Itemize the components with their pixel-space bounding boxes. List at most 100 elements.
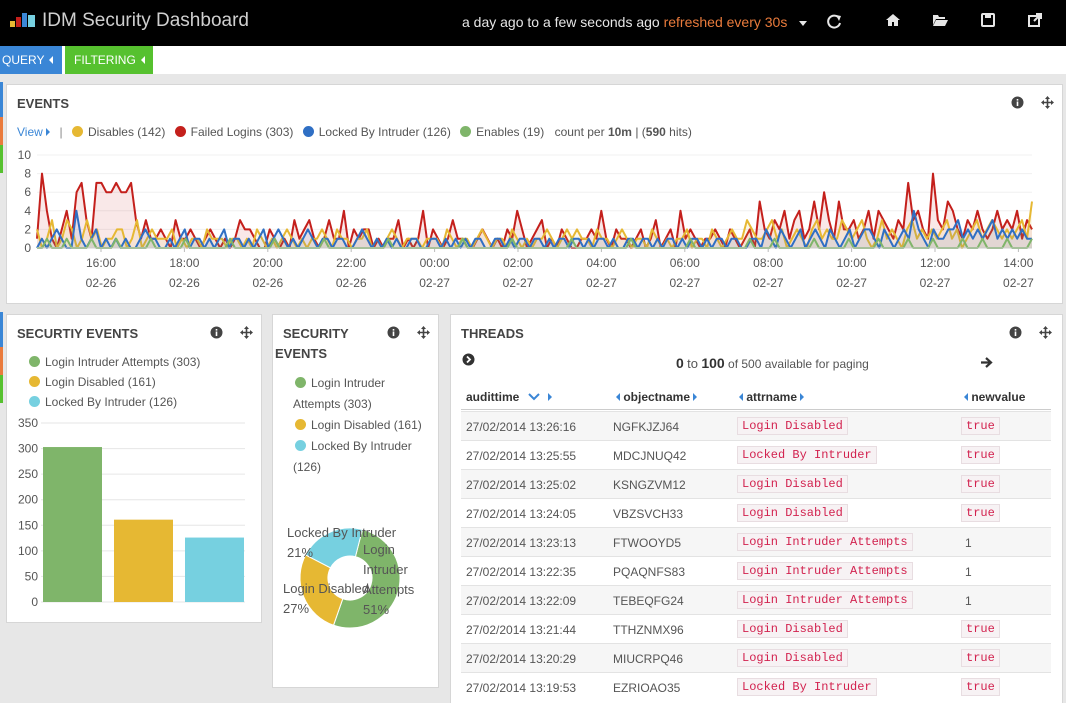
cell-newvalue[interactable]: true: [961, 504, 1000, 522]
caret-down-icon: [799, 20, 808, 26]
x-tick-date: 02-26: [169, 276, 200, 290]
home-icon[interactable]: [885, 12, 901, 28]
cell-attrname[interactable]: Login Intruder Attempts: [737, 591, 913, 609]
info-icon[interactable]: [210, 326, 223, 339]
table-row[interactable]: 27/02/2014 13:26:16 NGFKJZJ64 Login Disabl…: [461, 411, 1051, 440]
legend-item-locked[interactable]: Locked By Intruder: [295, 439, 412, 453]
donut-pct-intruder: 51%: [363, 602, 389, 617]
cell-audittime: 27/02/2014 13:21:44: [466, 623, 577, 637]
cell-attrname[interactable]: Login Disabled: [737, 620, 848, 638]
legend-item-failed-logins[interactable]: Failed Logins (303): [174, 125, 293, 139]
caret-right-icon[interactable]: [800, 393, 805, 401]
legend-item-disables[interactable]: Disables (142): [71, 125, 166, 139]
table-row[interactable]: 27/02/2014 13:22:35 PQAQNFS83 Login Intrud…: [461, 556, 1051, 585]
col-header-newvalue[interactable]: newvalue: [964, 390, 1025, 404]
share-icon[interactable]: [1027, 12, 1043, 28]
legend-item-locked[interactable]: Locked By Intruder (126): [302, 125, 451, 139]
legend-item-disabled[interactable]: Login Disabled (161): [29, 375, 156, 389]
table-row[interactable]: 27/02/2014 13:22:09 TEBEQFG24 Login Intrud…: [461, 585, 1051, 614]
cell-newvalue[interactable]: true: [961, 678, 1000, 696]
donut-label-disabled: Login Disabled: [283, 581, 369, 596]
interval-value: 10m: [607, 125, 632, 139]
col-header-objectname[interactable]: objectname: [616, 390, 698, 404]
cell-attrname[interactable]: Login Disabled: [737, 417, 848, 435]
donut-slice-login-intruder-attempts: [332, 528, 401, 629]
cell-attrname[interactable]: Login Intruder Attempts: [737, 533, 913, 551]
time-range-text: a day ago to a few seconds ago: [462, 14, 660, 30]
legend-label: Login Intruder: [311, 376, 386, 390]
move-icon[interactable]: [1039, 326, 1052, 339]
info-icon[interactable]: [1009, 326, 1022, 339]
folder-open-icon[interactable]: [932, 12, 948, 28]
legend-dot: [295, 377, 306, 388]
col-header-attrname[interactable]: attrname: [739, 390, 805, 404]
chevron-circle-right-icon[interactable]: [462, 353, 475, 366]
table-row[interactable]: 27/02/2014 13:20:29 MIUCRPQ46 Login Disabl…: [461, 643, 1051, 672]
y-tick-label: 300: [18, 442, 38, 456]
sort-desc-icon[interactable]: [527, 393, 540, 401]
filtering-pill[interactable]: FILTERING: [65, 46, 153, 74]
table-row[interactable]: 27/02/2014 13:21:44 TTHZNMX96 Login Disabl…: [461, 614, 1051, 643]
table-row[interactable]: 27/02/2014 13:25:02 KSNGZVM12 Login Disabl…: [461, 469, 1051, 498]
table-row[interactable]: 27/02/2014 13:23:13 FTWOOYD5 Login Intrude…: [461, 527, 1051, 556]
donut-pct-disabled: 27%: [283, 601, 309, 616]
query-pill[interactable]: QUERY: [0, 46, 62, 74]
caret-left-icon[interactable]: [616, 393, 620, 401]
table-row[interactable]: 27/02/2014 13:24:05 VBZSVCH33 Login Disabl…: [461, 498, 1051, 527]
cell-attrname[interactable]: Locked By Intruder: [737, 446, 877, 464]
cell-objectname: MIUCRPQ46: [613, 652, 684, 666]
caret-left-icon[interactable]: [739, 393, 743, 401]
cell-attrname[interactable]: Login Disabled: [737, 649, 848, 667]
x-tick-date: 02-26: [86, 276, 117, 290]
cell-attrname[interactable]: Login Disabled: [737, 475, 848, 493]
save-icon[interactable]: [980, 12, 996, 28]
cell-audittime: 27/02/2014 13:25:02: [466, 478, 577, 492]
donut-slice-locked-by-intruder: [304, 527, 363, 569]
view-toggle[interactable]: View: [17, 125, 51, 139]
y-tick-label: 150: [18, 518, 38, 532]
caret-right-icon[interactable]: [693, 393, 698, 401]
bar-login-intruder-attempts: [43, 447, 102, 602]
legend-item-intruder[interactable]: Login Intruder: [295, 376, 385, 390]
table-row[interactable]: 27/02/2014 13:19:53 EZRIOAO35 Locked By In…: [461, 672, 1051, 701]
legend-item-intruder[interactable]: Login Intruder Attempts (303): [29, 355, 200, 369]
table-row[interactable]: 27/02/2014 13:25:55 MDCJNUQ42 Locked By In…: [461, 440, 1051, 469]
caret-right-icon[interactable]: [548, 393, 553, 401]
move-icon[interactable]: [240, 326, 253, 339]
legend-item-disabled[interactable]: Login Disabled (161): [295, 418, 422, 432]
bar-login-disabled: [114, 519, 173, 602]
x-tick-time: 02:00: [503, 256, 533, 270]
cell-objectname: VBZSVCH33: [613, 507, 684, 521]
arrow-right-icon[interactable]: [980, 356, 993, 369]
cell-newvalue[interactable]: true: [961, 446, 1000, 464]
count-sep: | (: [635, 125, 646, 139]
cell-newvalue[interactable]: true: [961, 417, 1000, 435]
move-icon[interactable]: [1041, 96, 1054, 109]
cell-attrname[interactable]: Locked By Intruder: [737, 678, 877, 696]
legend-dot: [302, 126, 314, 137]
cell-attrname[interactable]: Login Intruder Attempts: [737, 562, 913, 580]
refresh-icon[interactable]: [826, 14, 842, 30]
x-tick-date: 02-27: [1003, 276, 1034, 290]
time-range-picker[interactable]: a day ago to a few seconds ago refreshed…: [462, 14, 808, 30]
paging-to: to: [687, 356, 698, 371]
cell-newvalue[interactable]: true: [961, 475, 1000, 493]
legend-item-enables[interactable]: Enables (19): [460, 125, 544, 139]
cell-attrname[interactable]: Login Disabled: [737, 504, 848, 522]
info-icon[interactable]: [387, 326, 400, 339]
x-tick-date: 02-27: [419, 276, 450, 290]
col-header-audittime[interactable]: audittime: [466, 390, 553, 404]
legend-label: Enables (19): [476, 125, 545, 139]
donut-label-intruder-1: Login: [363, 542, 395, 557]
header-divider: [461, 409, 1051, 410]
cell-newvalue[interactable]: true: [961, 620, 1000, 638]
top-navbar: IDM Security Dashboard a day ago to a fe…: [0, 0, 1066, 46]
legend-label: Disables (142): [87, 125, 166, 139]
series-line-locked-by-intruder: [36, 209, 1032, 249]
cell-newvalue[interactable]: true: [961, 649, 1000, 667]
legend-separator: |: [59, 125, 63, 139]
move-icon[interactable]: [417, 326, 430, 339]
info-icon[interactable]: [1011, 96, 1024, 109]
legend-item-locked[interactable]: Locked By Intruder (126): [29, 395, 177, 409]
caret-left-icon[interactable]: [964, 393, 968, 401]
